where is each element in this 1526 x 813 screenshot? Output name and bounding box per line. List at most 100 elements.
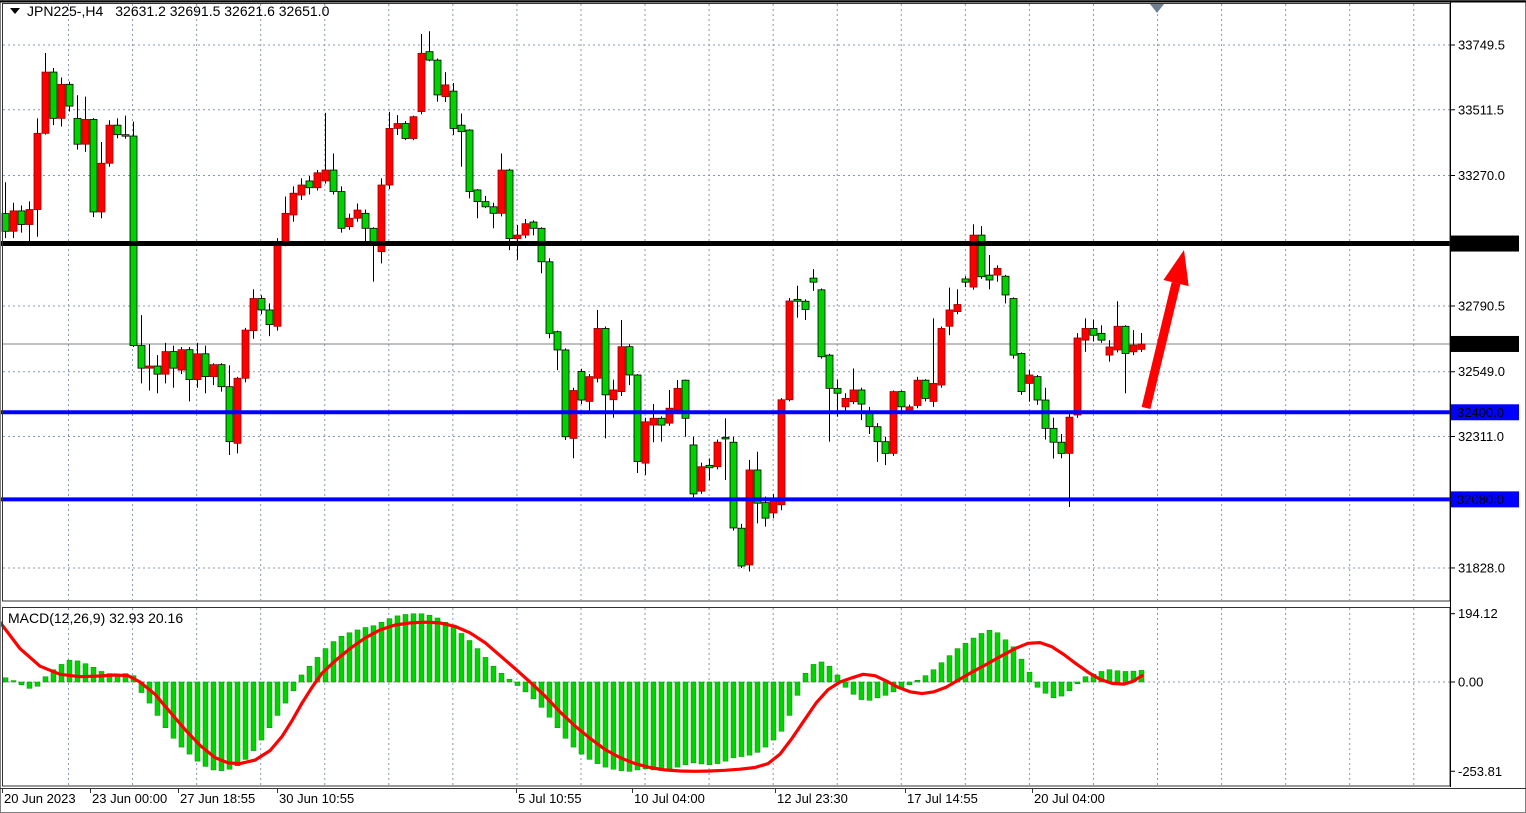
bear-candle: [329, 169, 338, 192]
macd-histogram-bar: [1010, 646, 1017, 683]
bull-candle: [1137, 343, 1146, 350]
bull-candle: [345, 217, 354, 228]
bull-candle: [1129, 344, 1138, 353]
macd-histogram-bar: [442, 621, 449, 683]
macd-histogram-bar: [642, 681, 649, 770]
bull-candle: [745, 469, 754, 566]
price-tick-label: 32790.5: [1458, 299, 1505, 314]
macd-indicator-layer: [0, 613, 1145, 773]
arrow-shaft: [1141, 282, 1181, 410]
macd-histogram-bar: [186, 681, 193, 755]
bull-candle: [33, 132, 42, 210]
bear-candle: [921, 379, 930, 399]
bull-candle: [281, 212, 290, 243]
bull-candle: [25, 209, 34, 225]
macd-tick-label: 194.12: [1458, 606, 1498, 621]
bear-candle: [1121, 325, 1130, 354]
macd-histogram-bar: [850, 681, 857, 695]
bear-candle: [337, 191, 346, 229]
macd-histogram-bar: [554, 681, 561, 728]
bull-candle: [841, 398, 850, 408]
macd-histogram-bar: [506, 678, 513, 683]
time-axis[interactable]: 20 Jun 2023 23 Jun 00:00 27 Jun 18:55 30 Ju…: [2, 789, 1105, 806]
time-tick-label: 23 Jun 00:00: [92, 791, 167, 806]
macd-histogram-bar: [858, 681, 865, 700]
macd-histogram-bar: [746, 681, 753, 756]
trend-arrow: [1141, 250, 1189, 410]
macd-histogram-bar: [242, 681, 249, 760]
macd-histogram-bar: [906, 681, 913, 686]
bull-candle: [249, 298, 258, 332]
price-level-label: 32400.0: [1457, 405, 1504, 420]
bull-candle: [273, 242, 282, 327]
macd-histogram-bar: [1058, 681, 1065, 697]
macd-histogram-bar: [418, 613, 425, 683]
bull-candle: [81, 119, 90, 145]
macd-histogram-bar: [346, 632, 353, 683]
bull-candle: [1113, 325, 1122, 351]
time-tick-label: 20 Jun 2023: [4, 791, 76, 806]
macd-histogram-bar: [282, 681, 289, 704]
price-tick-label: 32549.0: [1458, 364, 1505, 379]
macd-histogram-bar: [818, 661, 825, 683]
bull-candle: [993, 267, 1002, 276]
bull-candle: [665, 407, 674, 424]
macd-histogram-bar: [474, 648, 481, 683]
price-level-label: 33020.0: [1457, 236, 1504, 251]
bear-candle: [985, 274, 994, 281]
bull-candle: [1065, 416, 1074, 454]
macd-histogram-bar: [338, 636, 345, 683]
macd-histogram-bar: [498, 672, 505, 683]
time-tick-label: 27 Jun 18:55: [180, 791, 255, 806]
price-tick-label: 32311.0: [1458, 429, 1504, 444]
macd-histogram-bar: [722, 681, 729, 762]
macd-histogram-bar: [714, 681, 721, 764]
macd-histogram-bar: [874, 681, 881, 699]
macd-histogram-bar: [690, 681, 697, 764]
macd-histogram-bar: [914, 679, 921, 683]
macd-histogram-bar: [10, 680, 17, 683]
bull-candle: [713, 441, 722, 468]
chart-menu-arrow-icon[interactable]: [10, 8, 20, 14]
macd-histogram-bar: [450, 627, 457, 683]
time-tick-label: 10 Jul 04:00: [634, 791, 705, 806]
bear-candle: [553, 331, 562, 351]
bear-candle: [1097, 332, 1106, 341]
bear-candle: [761, 502, 770, 519]
shift-marker-icon[interactable]: [1150, 4, 1164, 13]
bear-candle: [721, 436, 730, 440]
price-axis[interactable]: 33749.5 33511.5 33270.0 32790.5 32549.0 32311…: [1450, 2, 1519, 787]
macd-histogram-bar: [578, 681, 585, 755]
macd-histogram-bar: [274, 681, 281, 716]
macd-histogram-bar: [66, 659, 73, 683]
time-tick-label: 20 Jul 04:00: [1034, 791, 1105, 806]
macd-histogram-bar: [402, 614, 409, 683]
bear-candle: [625, 346, 634, 376]
macd-histogram-bar: [1042, 681, 1049, 694]
macd-histogram-bar: [362, 627, 369, 683]
bull-candle: [889, 391, 898, 454]
macd-histogram-bar: [626, 681, 633, 772]
bear-candle: [681, 379, 690, 419]
arrow-head: [1163, 250, 1189, 287]
macd-histogram-bar: [394, 615, 401, 683]
bear-candle: [1, 213, 10, 232]
bear-candle: [873, 426, 882, 443]
bear-candle: [737, 527, 746, 567]
bull-candle: [417, 52, 426, 112]
bear-candle: [121, 134, 130, 137]
bull-candle: [97, 162, 106, 213]
price-tick-label: 33270.0: [1458, 168, 1505, 183]
macd-histogram-bar: [1002, 639, 1009, 683]
bull-candle: [513, 234, 522, 240]
macd-histogram-bar: [2, 677, 9, 683]
macd-tick-label: -253.81: [1458, 764, 1502, 779]
bull-candle: [969, 234, 978, 288]
bull-candle: [953, 304, 962, 312]
bull-candle: [609, 389, 618, 401]
bull-candle: [409, 116, 418, 139]
candles-layer: [1, 31, 1146, 572]
bull-candle: [193, 353, 202, 381]
macd-histogram-bar: [50, 669, 57, 683]
